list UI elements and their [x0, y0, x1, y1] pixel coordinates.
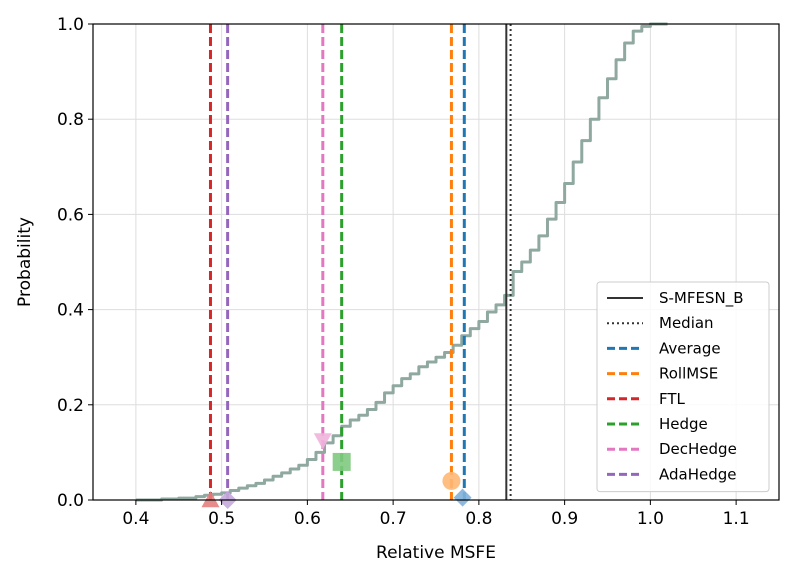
marker-average	[453, 488, 472, 507]
legend-box	[596, 281, 770, 493]
y-tick-label: 1.0	[57, 15, 84, 35]
legend-label: Average	[659, 339, 721, 357]
legend-label: RollMSE	[659, 365, 718, 383]
cdf-line	[135, 22, 668, 502]
legend-label: Median	[659, 314, 714, 332]
marker-ftl	[201, 491, 220, 508]
plot-frame	[92, 23, 780, 501]
marker-hedge	[332, 452, 351, 471]
cdf-series	[135, 22, 668, 502]
y-tick-label: 0.0	[57, 491, 84, 511]
legend-label: FTL	[659, 390, 686, 408]
method-markers	[201, 433, 472, 509]
x-axis-label: Relative MSFE	[376, 543, 496, 563]
legend: S-MFESN_B Median Average RollMSE FTL Hedge Dec…	[596, 281, 770, 493]
axis-ticks: 0.4 0.5 0.6 0.7 0.8 0.9 1.0 1.1 0.0 0.2 0.4 0.6 0.8 1…	[57, 15, 750, 529]
legend-label: Hedge	[659, 415, 708, 433]
legend-label: DecHedge	[659, 440, 737, 458]
y-tick-label: 0.4	[57, 301, 84, 321]
x-tick-label: 0.9	[551, 509, 578, 529]
y-tick-label: 0.8	[57, 110, 84, 130]
x-tick-label: 0.4	[122, 509, 149, 529]
x-tick-label: 1.1	[723, 509, 750, 529]
x-tick-label: 1.0	[637, 509, 664, 529]
y-tick-label: 0.6	[57, 205, 84, 225]
x-tick-label: 0.5	[208, 509, 235, 529]
y-axis-label: Probability	[15, 217, 35, 307]
legend-label: AdaHedge	[659, 465, 737, 483]
x-tick-label: 0.6	[294, 509, 321, 529]
x-tick-label: 0.8	[465, 509, 492, 529]
marker-rollmse	[442, 471, 461, 490]
reference-lines	[208, 24, 512, 500]
legend-label: S-MFESN_B	[659, 289, 744, 308]
marker-dechedge	[313, 433, 332, 450]
y-tick-label: 0.2	[57, 396, 84, 416]
x-tick-label: 0.7	[380, 509, 407, 529]
